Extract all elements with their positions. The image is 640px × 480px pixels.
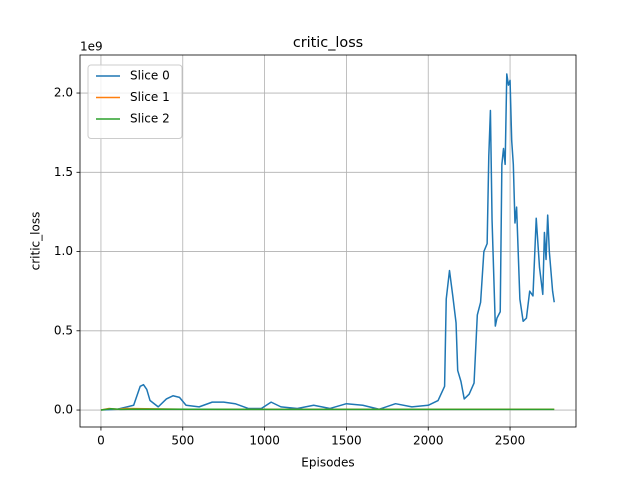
grid bbox=[80, 55, 576, 427]
x-tick-label: 500 bbox=[171, 434, 194, 448]
series-line bbox=[100, 408, 555, 411]
y-tick-label: 0.0 bbox=[54, 403, 73, 417]
ticks: 0 500 1000 1500 2000 2500 0.0 0.5 1.0 1.5 2.0 bbox=[54, 86, 525, 448]
x-tick-label: 0 bbox=[97, 434, 105, 448]
legend-box bbox=[87, 64, 183, 139]
legend-label: Slice 2 bbox=[130, 112, 170, 126]
series-line bbox=[100, 73, 555, 411]
axes-frame bbox=[79, 54, 577, 428]
x-tick-label: 1500 bbox=[331, 434, 362, 448]
lines bbox=[100, 73, 555, 411]
x-tick-label: 1000 bbox=[249, 434, 280, 448]
x-tick-label: 2500 bbox=[495, 434, 526, 448]
legend-label: Slice 1 bbox=[130, 90, 170, 104]
y-tick-label: 1.0 bbox=[54, 244, 73, 258]
legend: Slice 0 Slice 1 Slice 2 bbox=[87, 64, 183, 139]
y-axis-label: critic_loss bbox=[29, 212, 43, 271]
y-tick-label: 2.0 bbox=[54, 86, 73, 100]
y-tick-label: 0.5 bbox=[54, 323, 73, 337]
legend-label: Slice 0 bbox=[130, 69, 170, 83]
chart-title: critic_loss bbox=[293, 35, 363, 51]
x-axis-label: Episodes bbox=[301, 456, 354, 470]
y-tick-label: 1.5 bbox=[54, 165, 73, 179]
x-tick-label: 2000 bbox=[413, 434, 444, 448]
y-offset-text: 1e9 bbox=[80, 40, 103, 54]
